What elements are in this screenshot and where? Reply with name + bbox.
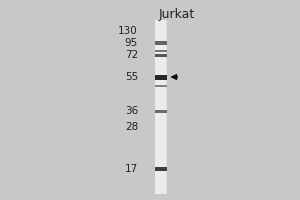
Text: 95: 95 [125, 38, 138, 48]
Text: Jurkat: Jurkat [159, 8, 195, 21]
Bar [154, 74, 166, 79]
Bar [154, 41, 166, 45]
FancyBboxPatch shape [154, 20, 166, 194]
Text: 36: 36 [125, 106, 138, 116]
Text: 72: 72 [125, 50, 138, 60]
Text: 17: 17 [125, 164, 138, 174]
Bar [154, 53, 166, 56]
Text: 55: 55 [125, 72, 138, 82]
Text: 130: 130 [118, 26, 138, 36]
Text: 28: 28 [125, 122, 138, 132]
Bar [154, 167, 166, 171]
Bar [154, 50, 166, 52]
Bar [154, 85, 166, 87]
Bar [154, 110, 166, 112]
FancyBboxPatch shape [155, 20, 166, 194]
